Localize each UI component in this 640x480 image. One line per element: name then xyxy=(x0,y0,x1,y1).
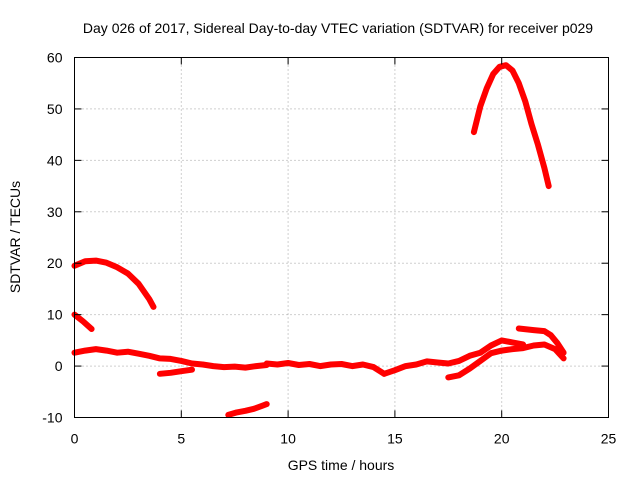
x-tick-label: 0 xyxy=(71,431,79,447)
plot-frame xyxy=(74,57,609,418)
series-arc-9-texture xyxy=(517,329,565,356)
series-arc-7-texture xyxy=(383,340,525,377)
series-arc-5-texture xyxy=(227,404,268,418)
series-arc-3 xyxy=(71,346,270,371)
y-axis-label: SDTVAR / TECUs xyxy=(7,181,23,293)
series-arc-6-texture xyxy=(265,363,386,377)
series-arc-1-texture xyxy=(73,261,155,310)
x-tick-label: 15 xyxy=(387,431,403,447)
grid xyxy=(74,57,609,418)
chart-title: Day 026 of 2017, Sidereal Day-to-day VTE… xyxy=(83,20,593,36)
y-tick-label: 40 xyxy=(47,152,63,168)
y-tick-label: 10 xyxy=(47,307,63,323)
series-arc-7 xyxy=(381,337,527,377)
x-tick-label: 5 xyxy=(177,431,185,447)
series-arc-8-texture xyxy=(447,345,565,380)
series-arc-3-texture xyxy=(73,349,268,371)
y-tick-label: 30 xyxy=(47,204,63,220)
y-tick-label: -10 xyxy=(42,410,62,426)
ticks xyxy=(74,57,609,418)
series-arc-2 xyxy=(71,311,95,332)
series-arc-9 xyxy=(515,325,567,356)
series-arc-10 xyxy=(470,62,552,190)
series-arc-8 xyxy=(445,341,567,381)
series-arc-4-texture xyxy=(158,370,193,377)
y-tick-label: 60 xyxy=(47,50,63,66)
y-tick-label: 20 xyxy=(47,255,63,271)
y-tick-labels: -10 0 10 20 30 40 50 60 xyxy=(42,50,62,426)
series-arc-4 xyxy=(156,366,195,377)
series-arc-6 xyxy=(263,360,388,377)
x-tick-label: 20 xyxy=(494,431,510,447)
y-tick-label: 0 xyxy=(55,358,63,374)
x-tick-label: 10 xyxy=(280,431,296,447)
x-tick-labels: 0 5 10 15 20 25 xyxy=(71,431,617,447)
series-arc-5 xyxy=(225,401,270,418)
x-axis-label: GPS time / hours xyxy=(288,457,395,473)
y-tick-label: 50 xyxy=(47,101,63,117)
x-tick-label: 25 xyxy=(601,431,617,447)
series-arc-2-texture xyxy=(73,315,93,332)
series-layer xyxy=(71,62,567,418)
series-arc-10-texture xyxy=(472,65,550,189)
series-arc-1 xyxy=(71,257,157,310)
